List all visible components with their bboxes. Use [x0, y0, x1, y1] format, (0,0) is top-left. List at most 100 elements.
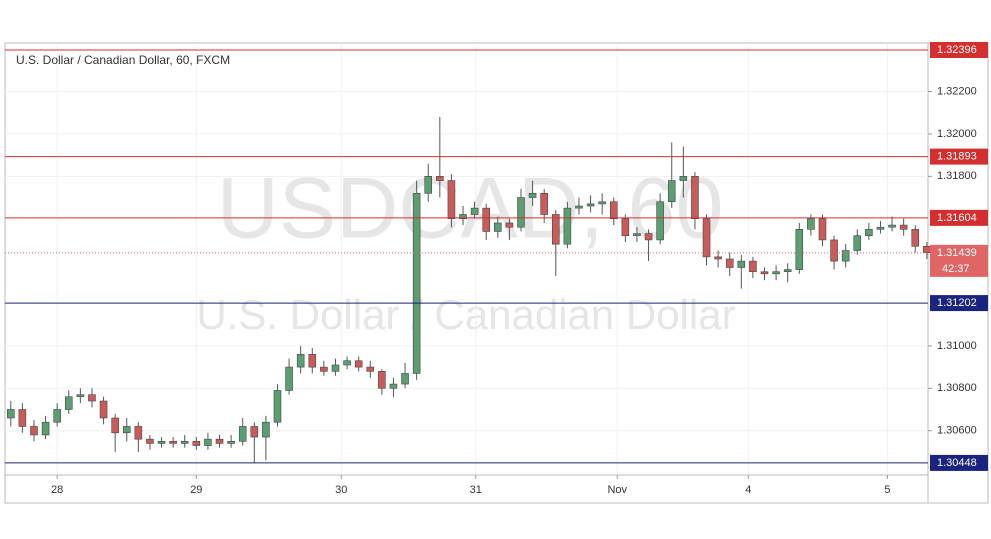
candle-body [343, 360, 351, 366]
candle-body [702, 218, 711, 258]
candle-body [876, 226, 885, 230]
x-tick-label: 4 [745, 484, 751, 496]
level-label-box [930, 209, 988, 226]
candle-body [563, 207, 572, 245]
candle-body [30, 426, 38, 436]
x-tick-label: 31 [470, 484, 482, 496]
candle-body [18, 409, 27, 427]
candle-body [262, 421, 270, 438]
candle-body [331, 364, 340, 372]
candle-body [505, 222, 514, 228]
candle-body [389, 383, 398, 389]
candle-body [656, 201, 664, 241]
candle-body [250, 426, 259, 438]
level-label-box [930, 295, 988, 312]
level-label: 1.32396 [937, 44, 977, 56]
watermark: USDCAD, 60 [217, 161, 724, 257]
candle-body [401, 373, 409, 385]
candle-body [552, 214, 560, 245]
level-label-box [930, 148, 988, 165]
x-tick-label: 5 [884, 484, 890, 496]
x-tick-label: 28 [51, 484, 63, 496]
candle-body [470, 207, 479, 215]
candle-body [598, 201, 606, 205]
countdown: 42:37 [942, 263, 970, 275]
y-tick-label: 1.32200 [937, 85, 977, 97]
candle-body [111, 417, 119, 434]
candle-body [494, 222, 502, 232]
y-tick-label: 1.30600 [937, 425, 977, 437]
x-tick-label: 30 [335, 484, 347, 496]
candle-body [180, 440, 189, 444]
candle-body [772, 271, 780, 275]
candle-body [192, 440, 201, 446]
candle-body [540, 192, 548, 215]
candle-body [320, 366, 328, 372]
candle-body [725, 258, 734, 268]
candle-body [41, 421, 50, 436]
y-tick-label: 1.31800 [937, 170, 977, 182]
y-tick-label: 1.32000 [937, 128, 977, 140]
candle-body [169, 440, 177, 444]
candle-body [888, 224, 896, 228]
candle-body [296, 354, 305, 368]
candle-body [644, 233, 653, 241]
level-label: 1.30448 [937, 457, 977, 469]
candle-body [691, 176, 699, 220]
level-label: 1.31202 [937, 297, 977, 309]
frame [4, 42, 989, 504]
candle-body [88, 394, 96, 402]
candle-body [528, 192, 537, 198]
level-label: 1.31893 [937, 151, 977, 163]
level-label-box [930, 41, 988, 58]
candle-body [134, 426, 143, 440]
candle-body [378, 371, 386, 389]
candle-body [795, 229, 804, 270]
candle-body [609, 201, 618, 220]
candle-body [853, 235, 862, 251]
candle-body [737, 260, 746, 268]
candle-body [517, 197, 525, 228]
candle-body [64, 396, 73, 410]
level-label: 1.31604 [937, 212, 977, 224]
candle-body [215, 438, 224, 444]
candle-body [586, 203, 595, 207]
candle-body [238, 426, 247, 442]
candle-body [99, 400, 108, 419]
candle-body [923, 245, 931, 253]
candle-body [760, 271, 769, 275]
candle-body [366, 366, 375, 372]
current-price-box [930, 244, 988, 277]
candle-body [818, 218, 827, 241]
watermark-subtitle: U.S. Dollar / Canadian Dollar [196, 291, 735, 338]
candle-body [436, 176, 444, 181]
level-label-box [930, 454, 988, 471]
candle-body [412, 192, 421, 374]
candle-body [749, 260, 757, 273]
candle-body [53, 409, 61, 423]
candle-body [807, 218, 815, 230]
candle-body [911, 229, 920, 247]
x-tick-label: 29 [190, 484, 202, 496]
y-tick-label: 1.31000 [937, 340, 977, 352]
candle-body [830, 239, 838, 262]
candle-body [7, 409, 15, 419]
candle-body [308, 354, 317, 368]
chart-title: U.S. Dollar / Canadian Dollar, 60, FXCM [16, 53, 230, 67]
candle-body [146, 438, 154, 444]
candle-body [482, 207, 490, 232]
candle-body [285, 366, 293, 391]
candle-body [447, 180, 456, 220]
candle-body [783, 269, 792, 273]
candle-body [76, 394, 85, 398]
candle-body [667, 180, 676, 203]
candle-body [424, 176, 433, 194]
candle-body [122, 426, 131, 434]
candle-body [459, 214, 467, 220]
candle-body [865, 229, 873, 236]
candle-body [157, 440, 166, 444]
candle-body [204, 438, 212, 446]
candle-body [714, 256, 722, 260]
candle-body [679, 176, 688, 181]
